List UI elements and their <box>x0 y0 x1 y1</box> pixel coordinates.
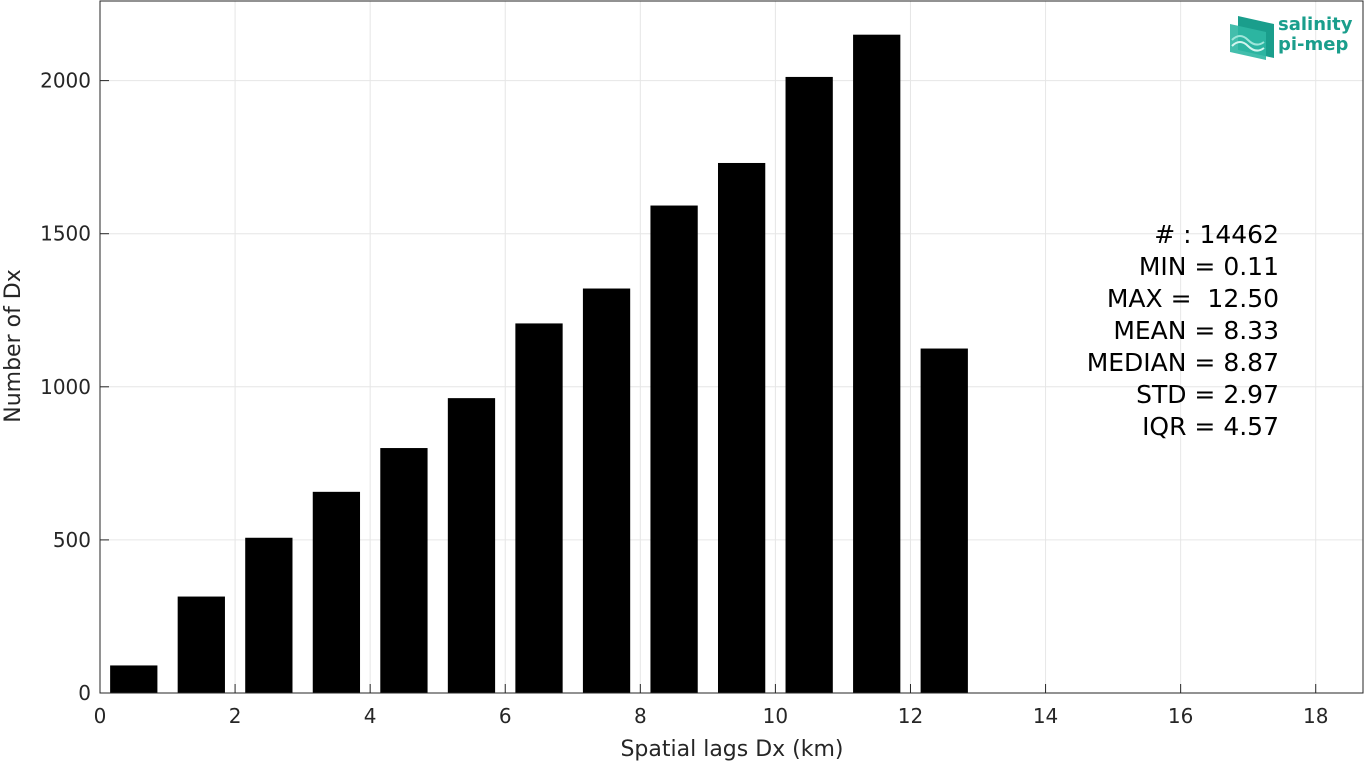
stat-line: MEAN = 8.33 <box>1113 316 1279 345</box>
histogram-bar <box>785 76 833 693</box>
histogram-bar <box>447 398 496 693</box>
y-axis-ticks: 0 500 1000 1500 2000 <box>40 69 109 705</box>
logo-waves-icon <box>1230 16 1274 60</box>
y-tick-label: 0 <box>78 681 91 705</box>
y-tick-label: 1000 <box>40 375 91 399</box>
histogram-bar <box>380 448 428 693</box>
x-tick-label: 6 <box>499 704 512 728</box>
x-tick-label: 10 <box>763 704 788 728</box>
histogram-bar <box>515 323 563 693</box>
y-axis-label: Number of Dx <box>1 269 26 423</box>
histogram-bar <box>110 665 158 693</box>
x-axis-label: Spatial lags Dx (km) <box>620 737 843 762</box>
histogram-bar <box>177 596 225 693</box>
x-tick-label: 8 <box>634 704 647 728</box>
y-tick-label: 500 <box>53 528 91 552</box>
stat-line: STD = 2.97 <box>1136 380 1279 409</box>
x-tick-label: 18 <box>1303 704 1328 728</box>
x-tick-label: 2 <box>229 704 242 728</box>
x-tick-label: 0 <box>94 704 107 728</box>
stat-line: MAX = 12.50 <box>1107 284 1279 313</box>
y-tick-label: 2000 <box>40 69 91 93</box>
statistics-block: # : 14462 MIN = 0.11 MAX = 12.50 MEAN = 8.3… <box>1087 220 1279 441</box>
histogram-bar <box>920 348 968 693</box>
plot-area-border <box>99 0 1364 694</box>
x-tick-label: 16 <box>1168 704 1193 728</box>
histogram-bar <box>312 491 361 693</box>
histogram-bar <box>853 34 901 694</box>
x-axis-ticks: 0 2 4 6 8 10 12 14 16 18 <box>94 684 1328 728</box>
histogram-bar <box>245 537 293 693</box>
stat-line: IQR = 4.57 <box>1142 412 1279 441</box>
histogram-bar <box>582 288 631 693</box>
histogram-bar <box>717 162 766 693</box>
stat-line: MEDIAN = 8.87 <box>1087 348 1279 377</box>
y-tick-label: 1500 <box>40 222 91 246</box>
logo-line-1: salinity <box>1278 14 1353 35</box>
logo-line-2: pi-mep <box>1278 34 1349 55</box>
salinity-pi-mep-logo: salinity pi-mep <box>1228 14 1358 64</box>
stat-line: MIN = 0.11 <box>1139 252 1279 281</box>
stat-line: # : 14462 <box>1154 220 1279 249</box>
histogram-bar <box>650 205 698 693</box>
x-tick-label: 14 <box>1033 704 1058 728</box>
x-tick-label: 12 <box>898 704 923 728</box>
x-tick-label: 4 <box>364 704 377 728</box>
bars <box>110 34 968 694</box>
